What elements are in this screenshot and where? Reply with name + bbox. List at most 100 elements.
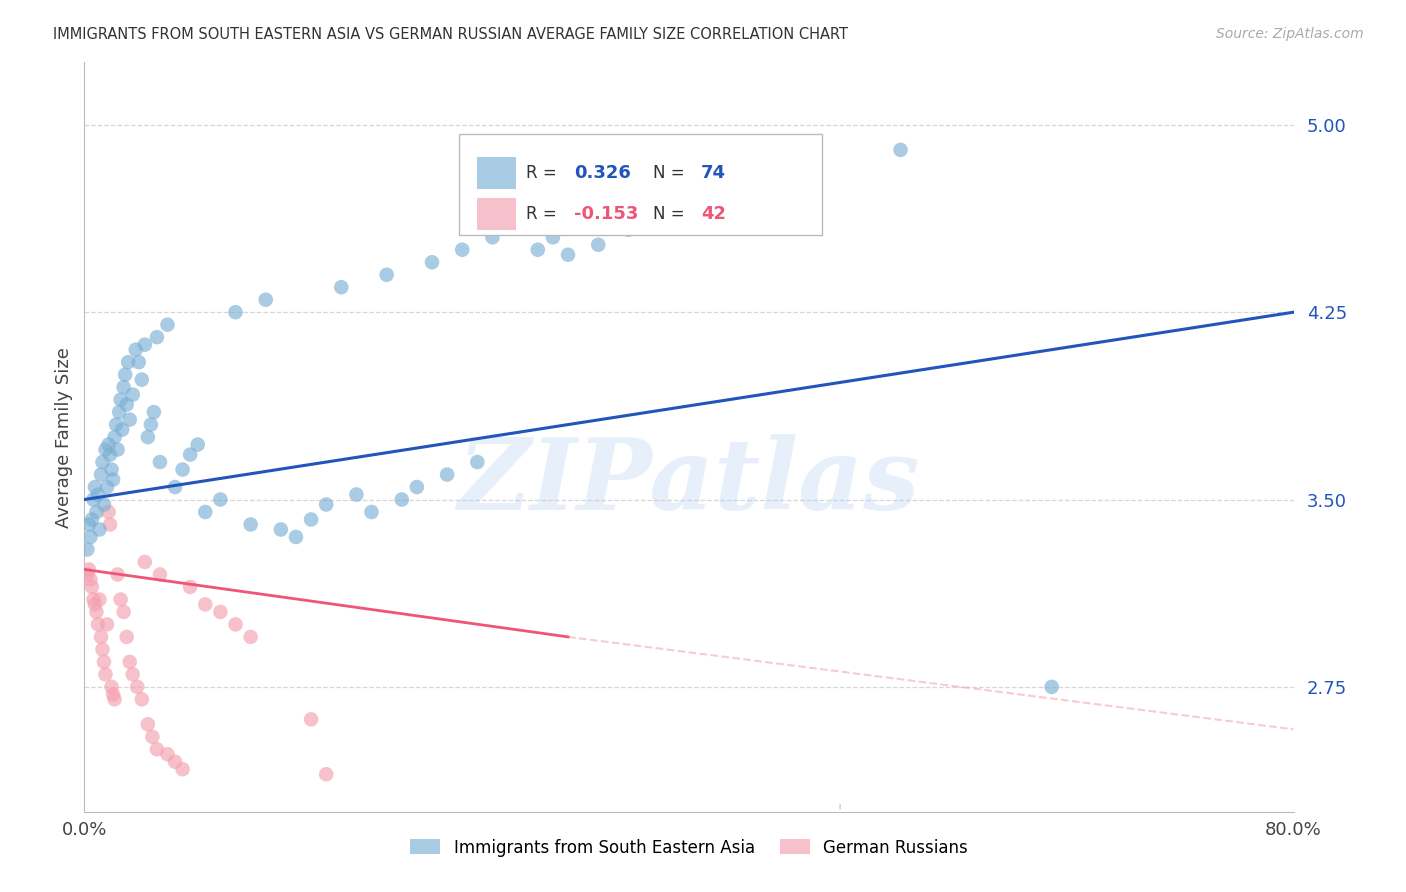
Point xyxy=(179,448,201,462)
Point xyxy=(156,747,179,762)
Point xyxy=(108,405,131,419)
Text: 0.326: 0.326 xyxy=(574,164,631,182)
Point xyxy=(239,630,262,644)
Point xyxy=(77,517,100,532)
Text: 42: 42 xyxy=(702,205,725,223)
Point xyxy=(101,473,124,487)
Point xyxy=(112,380,135,394)
Point xyxy=(96,480,118,494)
Text: R =: R = xyxy=(526,164,562,182)
Point xyxy=(375,268,398,282)
Point xyxy=(131,373,153,387)
FancyBboxPatch shape xyxy=(478,157,516,189)
Point xyxy=(330,280,353,294)
Point xyxy=(97,437,120,451)
Point xyxy=(165,755,187,769)
Point xyxy=(84,480,107,494)
Point xyxy=(104,692,127,706)
Point xyxy=(225,305,247,319)
Point xyxy=(98,517,121,532)
Text: IMMIGRANTS FROM SOUTH EASTERN ASIA VS GERMAN RUSSIAN AVERAGE FAMILY SIZE CORRELA: IMMIGRANTS FROM SOUTH EASTERN ASIA VS GE… xyxy=(53,27,848,42)
Point xyxy=(146,330,169,344)
Point xyxy=(557,248,579,262)
Text: R =: R = xyxy=(526,205,562,223)
Point xyxy=(115,398,138,412)
Point xyxy=(239,517,262,532)
Point xyxy=(104,430,127,444)
Point xyxy=(76,567,98,582)
Point xyxy=(270,523,292,537)
Text: 74: 74 xyxy=(702,164,725,182)
Point xyxy=(451,243,474,257)
Point xyxy=(467,455,489,469)
Point xyxy=(512,205,534,219)
Point xyxy=(617,223,640,237)
Text: ZIPatlas: ZIPatlas xyxy=(458,434,920,530)
Y-axis label: Average Family Size: Average Family Size xyxy=(55,347,73,527)
Point xyxy=(80,580,103,594)
Point xyxy=(90,630,112,644)
Point xyxy=(77,562,100,576)
Point xyxy=(346,487,368,501)
Point xyxy=(86,505,108,519)
Legend: Immigrants from South Eastern Asia, German Russians: Immigrants from South Eastern Asia, Germ… xyxy=(404,832,974,863)
Point xyxy=(93,655,115,669)
FancyBboxPatch shape xyxy=(460,134,823,235)
Point xyxy=(541,230,564,244)
Point xyxy=(118,412,141,426)
Point xyxy=(315,767,337,781)
Point xyxy=(117,355,139,369)
Point xyxy=(79,573,101,587)
Point xyxy=(172,762,194,776)
Point xyxy=(285,530,308,544)
Point xyxy=(115,630,138,644)
Point xyxy=(110,392,132,407)
Point xyxy=(105,417,128,432)
Point xyxy=(254,293,277,307)
FancyBboxPatch shape xyxy=(478,198,516,230)
Point xyxy=(89,523,111,537)
Point xyxy=(194,505,217,519)
Point xyxy=(80,512,103,526)
Point xyxy=(91,642,114,657)
Point xyxy=(96,617,118,632)
Point xyxy=(360,505,382,519)
Point xyxy=(1040,680,1063,694)
Point xyxy=(209,492,232,507)
Text: N =: N = xyxy=(652,205,689,223)
Point xyxy=(131,692,153,706)
Point xyxy=(156,318,179,332)
Point xyxy=(107,567,129,582)
Point xyxy=(125,343,148,357)
Point xyxy=(110,592,132,607)
Point xyxy=(139,417,162,432)
Point xyxy=(149,455,172,469)
Point xyxy=(527,243,550,257)
Point xyxy=(118,655,141,669)
Point xyxy=(136,430,159,444)
Point xyxy=(97,505,120,519)
Text: -0.153: -0.153 xyxy=(574,205,638,223)
Point xyxy=(121,387,143,401)
Point xyxy=(481,230,503,244)
Point xyxy=(128,355,150,369)
Point xyxy=(93,498,115,512)
Point xyxy=(187,437,209,451)
Point xyxy=(82,592,104,607)
Point xyxy=(76,542,98,557)
Point xyxy=(107,442,129,457)
Point xyxy=(299,512,322,526)
Point xyxy=(121,667,143,681)
Point xyxy=(890,143,912,157)
Point xyxy=(179,580,201,594)
Point xyxy=(142,405,165,419)
Point xyxy=(87,617,110,632)
Point xyxy=(136,717,159,731)
Point xyxy=(90,467,112,482)
Point xyxy=(391,492,413,507)
Point xyxy=(299,712,322,726)
Point xyxy=(86,605,108,619)
Point xyxy=(94,442,117,457)
Point xyxy=(89,592,111,607)
Point xyxy=(100,680,122,694)
